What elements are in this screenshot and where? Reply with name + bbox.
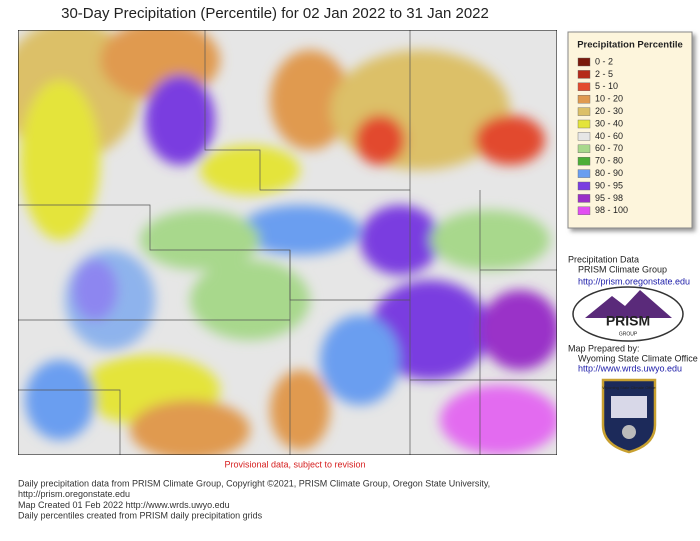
prepared-url: http://www.wrds.uwyo.edu	[578, 363, 682, 373]
legend: Precipitation Percentile 0 - 2 2 - 5 5 - 1…	[567, 31, 693, 229]
blob	[140, 210, 260, 270]
legend-label: 70 - 80	[595, 156, 623, 166]
legend-swatch	[577, 169, 591, 178]
blob	[130, 400, 250, 455]
legend-label: 10 - 20	[595, 94, 623, 104]
legend-swatch	[577, 132, 591, 141]
legend-label: 20 - 30	[595, 106, 623, 116]
credit-url: http://prism.oregonstate.edu	[578, 276, 690, 286]
legend-swatch	[577, 194, 591, 203]
blob	[430, 210, 550, 270]
badge-text: Wyoming State Climate Office	[602, 385, 656, 390]
prepared-org: Wyoming State Climate Office	[578, 353, 698, 363]
legend-swatch	[577, 70, 591, 79]
blob	[200, 145, 300, 195]
blob	[65, 250, 155, 350]
prism-logo: PRISM GROUP	[572, 286, 684, 342]
legend-label: 80 - 90	[595, 168, 623, 178]
map	[18, 30, 557, 455]
legend-label: 30 - 40	[595, 118, 623, 128]
legend-label: 40 - 60	[595, 131, 623, 141]
footer-line: Map Created 01 Feb 2022 http://www.wrds.…	[18, 500, 230, 510]
footer-line: http://prism.oregonstate.edu	[18, 489, 130, 499]
blob	[360, 205, 440, 275]
legend-label: 60 - 70	[595, 143, 623, 153]
credit-org: PRISM Climate Group	[578, 264, 667, 274]
credit-label: Precipitation Data	[568, 254, 639, 264]
border	[18, 379, 557, 455]
legend-title: Precipitation Percentile	[577, 40, 683, 51]
blob	[25, 360, 95, 440]
badge-seal	[622, 425, 636, 439]
footer: Daily precipitation data from PRISM Clim…	[18, 478, 490, 520]
legend-label: 98 - 100	[595, 205, 628, 215]
legend-swatch	[577, 119, 591, 129]
legend-label: 5 - 10	[595, 81, 618, 91]
legend-swatch	[577, 82, 591, 92]
blob	[145, 75, 215, 165]
legend-swatch	[577, 144, 591, 154]
footer-line: Daily precipitation data from PRISM Clim…	[18, 478, 490, 488]
legend-swatch	[577, 107, 591, 116]
blob	[475, 115, 545, 165]
legend-swatch	[577, 156, 591, 166]
logo-text: PRISM	[606, 313, 650, 329]
legend-label: 2 - 5	[595, 69, 613, 79]
blob	[240, 205, 360, 255]
border	[18, 190, 557, 455]
legend-label: 95 - 98	[595, 193, 623, 203]
badge: Wyoming State Climate Office	[601, 378, 656, 454]
blob	[270, 50, 350, 150]
map-title: 30-Day Precipitation (Percentile) for 02…	[61, 5, 489, 22]
footer-line: Daily percentiles created from PRISM dai…	[18, 510, 263, 520]
blob	[480, 290, 557, 370]
border	[204, 30, 411, 191]
precip-field	[18, 30, 557, 455]
logo-mountain	[585, 290, 672, 318]
legend-label: 90 - 95	[595, 180, 623, 190]
blob	[440, 385, 557, 455]
blob	[320, 315, 400, 405]
legend-swatch	[577, 206, 591, 216]
badge-panel	[611, 396, 647, 418]
notice: Provisional data, subject to revision	[224, 459, 365, 469]
blob	[370, 280, 490, 380]
county-lines	[18, 30, 557, 455]
legend-swatch	[577, 57, 591, 67]
legend-swatch	[577, 94, 591, 104]
blob	[270, 370, 330, 450]
legend-label: 0 - 2	[595, 56, 613, 66]
logo-sub: GROUP	[619, 331, 638, 337]
prepared-label: Map Prepared by:	[568, 343, 640, 353]
blob	[20, 80, 100, 240]
legend-swatch	[577, 181, 591, 191]
blob	[355, 115, 405, 165]
